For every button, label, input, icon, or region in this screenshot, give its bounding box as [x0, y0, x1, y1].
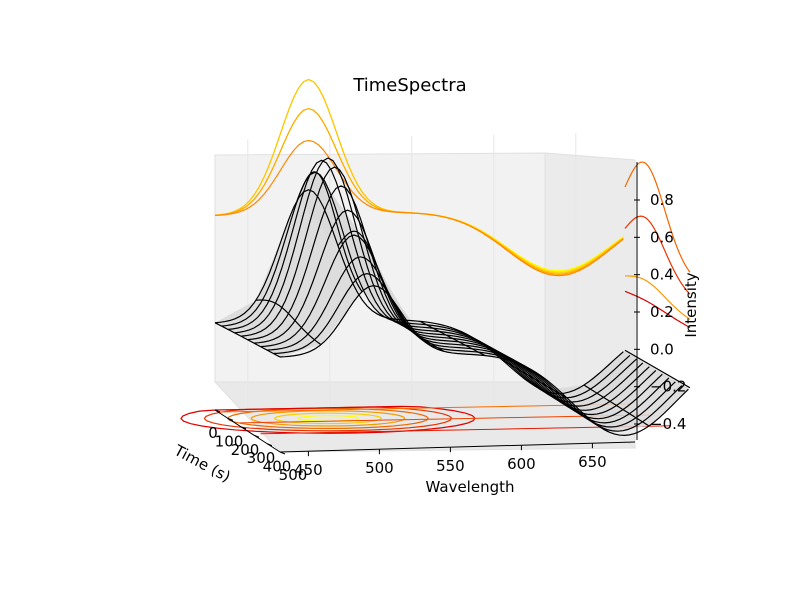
- z-tick-label: 0.0: [650, 340, 674, 358]
- surface-wire: [542, 389, 609, 433]
- y-tick-label: 500: [279, 466, 308, 484]
- y-tick-label: 100: [215, 432, 244, 450]
- x-tick-label: 450: [294, 461, 323, 479]
- side-wall-curve: [624, 161, 691, 273]
- surface-wire: [460, 330, 527, 368]
- surface-patch: [301, 244, 349, 335]
- surface-wire: [419, 320, 486, 357]
- y-tick-label: 400: [263, 458, 292, 476]
- surface-patch: [582, 409, 630, 420]
- side-wall-curve: [624, 275, 691, 320]
- floor-contour: [239, 414, 650, 424]
- floor-contour: [218, 403, 629, 413]
- chart-title: TimeSpectra: [352, 75, 466, 96]
- z-tick-label: −0.4: [650, 415, 686, 433]
- surface-wire: [583, 384, 650, 427]
- z-tick-label: 0.8: [650, 191, 674, 209]
- y-tick-label: 0: [208, 424, 218, 442]
- surface-patch: [590, 353, 638, 394]
- surface-patch: [543, 385, 591, 395]
- z-tick-label: 0.4: [650, 266, 674, 284]
- surface-patch: [344, 231, 392, 321]
- x-axis-label: Wavelength: [426, 478, 515, 496]
- floor-contour: [180, 405, 476, 434]
- surface-mesh: [214, 157, 691, 436]
- surface-wire: [296, 171, 363, 292]
- x-tick-label: 650: [578, 453, 607, 471]
- surface-patch: [556, 393, 604, 403]
- surface-patch: [595, 417, 643, 428]
- y-tick-mark: [266, 443, 273, 447]
- surface-patch: [616, 368, 664, 410]
- surface-wire: [255, 299, 322, 346]
- x-tick-label: 600: [507, 455, 536, 473]
- surface-wire: [501, 359, 568, 399]
- floor-contour: [250, 410, 406, 427]
- y-tick-mark: [240, 426, 247, 430]
- back-wall-curve: [214, 139, 624, 277]
- surface-wire: [624, 349, 691, 389]
- surface-patch: [575, 405, 623, 416]
- z-tick-label: 0.2: [650, 303, 674, 321]
- x-tick-label: 550: [436, 457, 465, 475]
- surface-patch: [642, 383, 690, 426]
- y-tick-label: 300: [247, 449, 276, 467]
- surface-patch: [584, 350, 632, 390]
- surface-patch: [314, 280, 362, 345]
- x-axis-line: [279, 441, 636, 453]
- y-tick-label: 200: [231, 441, 260, 459]
- surface-patch: [629, 376, 677, 418]
- surface-patch: [549, 389, 597, 399]
- side-wall-curve: [624, 215, 691, 295]
- surface-patch: [295, 221, 343, 328]
- surface-wire: [378, 314, 445, 352]
- z-tick-label: 0.6: [650, 228, 674, 246]
- y-tick-mark: [253, 434, 260, 438]
- y-tick-mark: [227, 417, 234, 421]
- surface-patch: [597, 357, 645, 398]
- surface-patch: [610, 365, 658, 406]
- x-ticks: 450 500 550 600 650: [294, 443, 607, 479]
- side-wall-curve: [624, 290, 691, 329]
- x-tick-label: 500: [365, 459, 394, 477]
- y-tick-mark: [214, 409, 221, 413]
- surface-patch: [351, 231, 399, 324]
- surface-wire: [214, 322, 281, 358]
- back-wall-projection: [214, 78, 624, 277]
- surface-patch: [308, 264, 356, 340]
- z-axis-label: Intensity: [682, 272, 700, 337]
- surface-patch: [636, 380, 684, 422]
- surface-patch: [569, 401, 617, 411]
- surface-patch: [603, 361, 651, 402]
- z-tick-label: −0.2: [650, 378, 686, 396]
- surface-patch: [588, 413, 636, 424]
- floor-contour: [273, 412, 383, 425]
- z-ticks: 0.8 0.6 0.4 0.2 0.0 −0.2 −0.4: [634, 191, 686, 433]
- surface-wire: [337, 230, 404, 316]
- side-wall-projection: [624, 161, 691, 329]
- surface-patch: [623, 372, 671, 414]
- y-tick-mark: [279, 451, 286, 455]
- floor-contours: [180, 403, 671, 435]
